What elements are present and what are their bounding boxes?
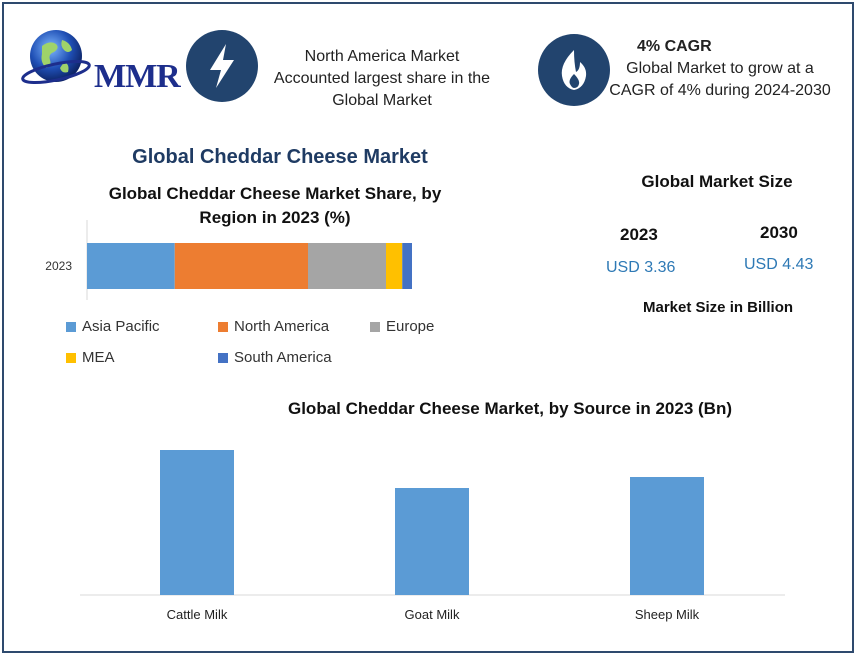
- legend-item: Asia Pacific: [66, 318, 160, 335]
- source-category-label: Goat Milk: [405, 607, 460, 622]
- cagr-title: 4% CAGR: [637, 38, 712, 55]
- highlight-line: Global Market: [332, 92, 432, 109]
- source-chart-title: Global Cheddar Cheese Market, by Source …: [287, 399, 733, 418]
- market-year-2030: 2030: [760, 223, 798, 242]
- highlight-text-1: North America Market Accounted largest s…: [262, 46, 502, 112]
- region-segment-europe: [308, 243, 386, 289]
- mmr-logo: MMR: [20, 22, 181, 95]
- region-share-chart: 2023: [45, 220, 412, 300]
- highlight-line: North America Market: [304, 48, 460, 65]
- market-size-title: Global Market Size: [641, 172, 793, 191]
- lightning-icon: [210, 44, 234, 88]
- market-value-2023: USD 3.36: [606, 259, 676, 276]
- main-title: Global Cheddar Cheese Market: [132, 146, 428, 168]
- market-size-unit: Market Size in Billion: [642, 299, 794, 316]
- region-segment-north-america: [174, 243, 308, 289]
- legend-swatch: [218, 321, 228, 332]
- highlight-line: Accounted largest share in the: [273, 70, 491, 87]
- legend-label: South America: [234, 349, 332, 366]
- legend-label: Asia Pacific: [82, 318, 160, 335]
- globe-icon: [21, 30, 91, 85]
- highlight-text-2: 4% CAGR Global Market to grow at a CAGR …: [600, 36, 840, 102]
- legend-swatch: [66, 321, 76, 332]
- region-chart-title: Global Cheddar Cheese Market Share, by R…: [70, 182, 480, 230]
- logo-text: MMR: [94, 58, 181, 95]
- region-segment-mea: [386, 243, 403, 289]
- source-category-label: Cattle Milk: [167, 607, 228, 622]
- legend-label: MEA: [82, 349, 115, 366]
- source-category-label: Sheep Milk: [635, 607, 700, 622]
- legend-item: North America: [218, 318, 329, 335]
- highlight-line: CAGR of 4% during 2024-2030: [609, 82, 831, 99]
- region-segment-south-america: [402, 243, 412, 289]
- source-bar-chart: Cattle Milk Goat Milk Sheep Milk: [80, 450, 785, 622]
- legend-item: South America: [218, 349, 332, 366]
- legend-swatch: [370, 321, 380, 332]
- region-chart-title-line: Global Cheddar Cheese Market Share, by: [108, 184, 442, 203]
- legend-swatch: [218, 352, 228, 363]
- source-bar-sheep-milk: [630, 477, 704, 595]
- infographic-frame: [2, 2, 854, 653]
- legend-label: North America: [234, 318, 330, 335]
- market-value-2030: USD 4.43: [744, 256, 814, 273]
- highlight-badge-1: [186, 30, 258, 102]
- legend-item: MEA: [66, 349, 115, 366]
- source-bars: [160, 450, 704, 595]
- highlight-badge-2: [538, 34, 610, 106]
- region-segments: [87, 243, 412, 289]
- legend-item: Europe: [370, 318, 434, 335]
- legend-label: Europe: [386, 318, 435, 335]
- flame-icon: [561, 50, 587, 90]
- region-chart-title-line: Region in 2023 (%): [199, 208, 351, 227]
- source-bar-cattle-milk: [160, 450, 234, 595]
- highlight-line: Global Market to grow at a: [626, 60, 814, 77]
- legend-swatch: [66, 352, 76, 363]
- market-year-2023: 2023: [620, 225, 658, 244]
- region-category-label: 2023: [45, 259, 72, 273]
- source-labels: Cattle Milk Goat Milk Sheep Milk: [167, 607, 700, 622]
- source-bar-goat-milk: [395, 488, 469, 595]
- region-segment-asia-pacific: [87, 243, 175, 289]
